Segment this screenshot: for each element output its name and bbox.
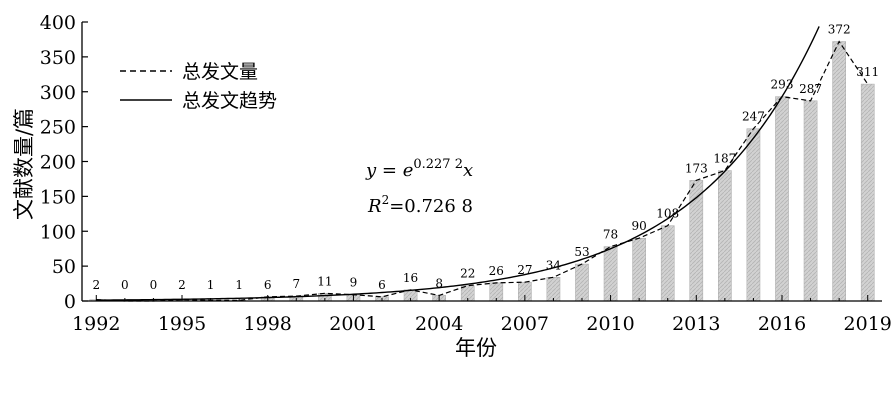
x-axis-title: 年份 bbox=[455, 336, 497, 360]
data-label-1994: 0 bbox=[150, 278, 158, 292]
x-tick-label-1998: 1998 bbox=[244, 313, 292, 335]
bar-2009 bbox=[575, 263, 589, 302]
data-label-2018: 372 bbox=[828, 23, 851, 37]
data-label-2004: 8 bbox=[435, 276, 443, 290]
equation-base: e bbox=[403, 160, 414, 181]
legend: 总发文量 总发文趋势 bbox=[120, 61, 277, 112]
equation-lhs: y bbox=[365, 160, 377, 181]
bar-2010 bbox=[603, 246, 618, 302]
data-label-2012: 108 bbox=[656, 207, 679, 221]
data-label-2015: 247 bbox=[742, 110, 765, 124]
bar-2018 bbox=[832, 41, 846, 302]
y-tick-label-100: 100 bbox=[40, 221, 76, 243]
data-label-2014: 187 bbox=[713, 152, 736, 166]
bar-2015 bbox=[746, 128, 761, 302]
lines-layer bbox=[96, 26, 869, 302]
bar-2016 bbox=[775, 96, 789, 302]
r-squared-symbol: R bbox=[367, 196, 382, 217]
y-tick-label-0: 0 bbox=[64, 291, 76, 313]
y-axis-title: 文献数量/篇 bbox=[12, 108, 36, 220]
x-tick-label-2013: 2013 bbox=[672, 313, 720, 335]
bar-2012 bbox=[660, 225, 675, 302]
data-label-2008: 34 bbox=[546, 258, 562, 272]
data-label-1992: 2 bbox=[92, 278, 100, 292]
data-label-2001: 9 bbox=[350, 276, 358, 290]
x-tick-label-2001: 2001 bbox=[329, 313, 377, 335]
data-label-2002: 6 bbox=[378, 278, 386, 292]
regression-equation: y = e0.227 2x bbox=[365, 157, 473, 181]
y-tick-label-250: 250 bbox=[40, 117, 76, 139]
bar-2017 bbox=[803, 100, 818, 302]
data-label-2009: 53 bbox=[574, 245, 589, 259]
data-label-2007: 27 bbox=[517, 263, 532, 277]
equation-equals: = bbox=[376, 160, 403, 181]
bar-2008 bbox=[546, 277, 561, 302]
x-tick-label-1992: 1992 bbox=[72, 313, 120, 335]
data-label-2000: 11 bbox=[317, 274, 332, 288]
data-label-1995: 2 bbox=[178, 278, 186, 292]
data-label-2006: 26 bbox=[489, 264, 504, 278]
y-tick-label-150: 150 bbox=[40, 186, 76, 208]
data-label-2017: 287 bbox=[799, 82, 822, 96]
data-label-2013: 173 bbox=[685, 161, 708, 175]
data-label-2010: 78 bbox=[603, 228, 618, 242]
x-tick-label-2004: 2004 bbox=[415, 313, 463, 335]
data-label-2016: 293 bbox=[771, 78, 794, 92]
data-label-2019: 311 bbox=[856, 65, 879, 79]
r-squared: R2=0.726 8 bbox=[367, 193, 473, 217]
y-tick-label-400: 400 bbox=[40, 12, 76, 34]
data-label-1996: 1 bbox=[207, 278, 215, 292]
data-label-1997: 1 bbox=[235, 278, 243, 292]
bar-2019 bbox=[860, 83, 875, 302]
legend-label-trend: 总发文趋势 bbox=[182, 90, 277, 112]
x-tick-label-2007: 2007 bbox=[501, 313, 549, 335]
y-tick-label-200: 200 bbox=[40, 152, 76, 174]
r-squared-sup: 2 bbox=[382, 193, 390, 207]
legend-label-total: 总发文量 bbox=[182, 61, 258, 83]
y-tick-label-300: 300 bbox=[40, 82, 76, 104]
x-tick-label-2010: 2010 bbox=[586, 313, 634, 335]
x-tick-label-2019: 2019 bbox=[844, 313, 892, 335]
x-tick-label-2016: 2016 bbox=[758, 313, 806, 335]
r-squared-value: =0.726 8 bbox=[389, 196, 473, 217]
equation-var: x bbox=[463, 160, 473, 181]
series-line-trend bbox=[96, 26, 820, 301]
data-label-1993: 0 bbox=[121, 278, 129, 292]
equation-exponent: 0.227 2 bbox=[413, 157, 463, 172]
series-line-total bbox=[96, 40, 869, 302]
axes-layer bbox=[81, 21, 882, 302]
data-label-1999: 7 bbox=[292, 277, 300, 291]
data-label-2003: 16 bbox=[403, 271, 418, 285]
y-tick-label-350: 350 bbox=[40, 47, 76, 69]
bar-2011 bbox=[632, 237, 646, 302]
bar-2014 bbox=[718, 170, 732, 302]
x-tick-label-1995: 1995 bbox=[158, 313, 206, 335]
data-label-2005: 22 bbox=[460, 267, 475, 281]
data-label-2011: 90 bbox=[632, 219, 647, 233]
data-label-1998: 6 bbox=[264, 278, 272, 292]
y-tick-label-50: 50 bbox=[52, 256, 76, 278]
